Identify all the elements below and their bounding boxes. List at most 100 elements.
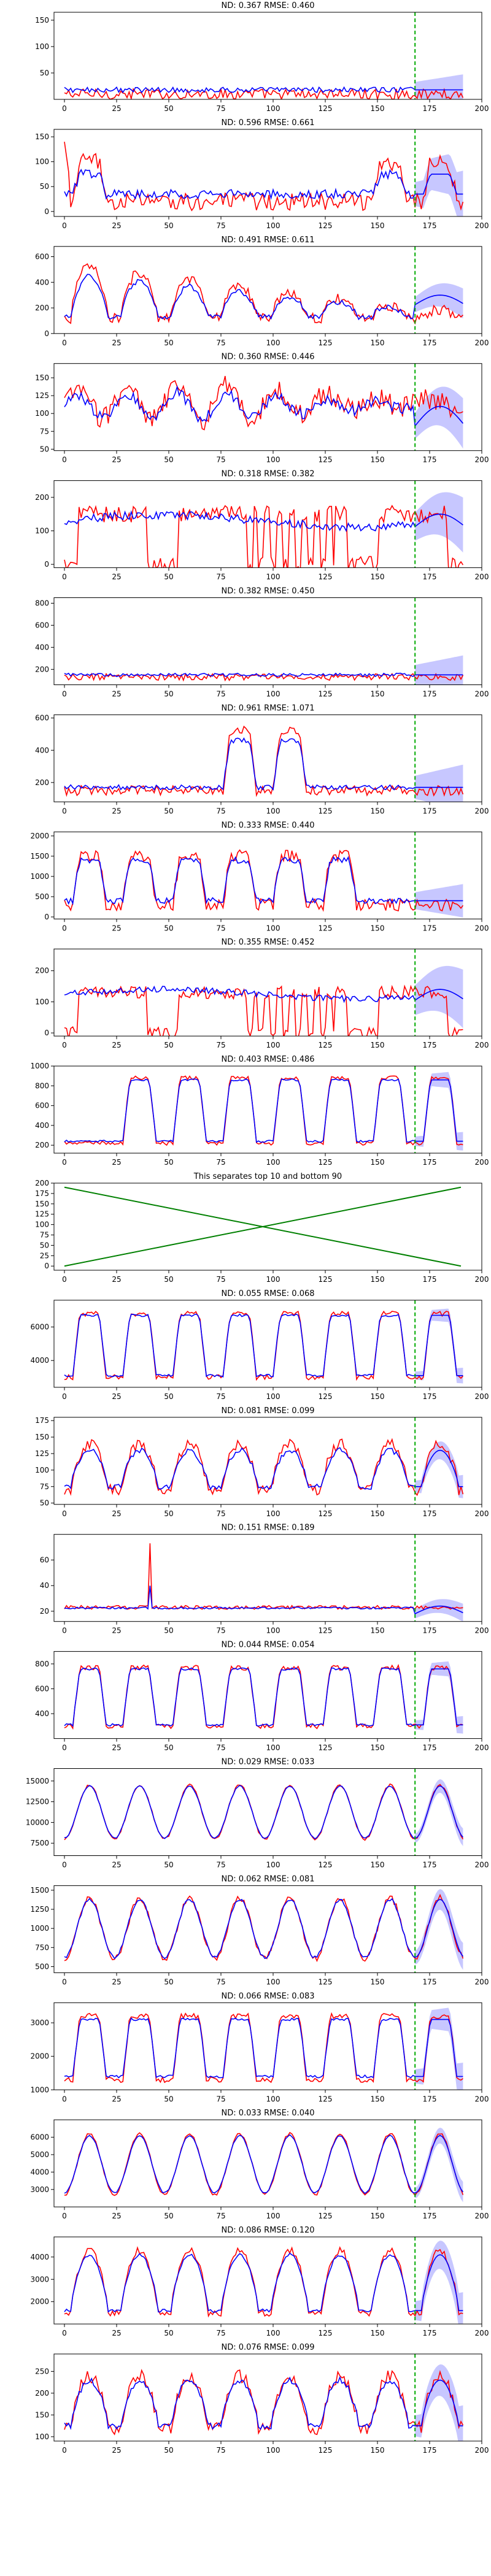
y-tick-label: 150 bbox=[35, 1433, 49, 1441]
x-tick-label: 175 bbox=[423, 221, 437, 230]
x-tick-label: 100 bbox=[266, 690, 280, 699]
x-tick-label: 175 bbox=[423, 2212, 437, 2220]
y-tick-label: 400 bbox=[35, 643, 49, 651]
axes-frame bbox=[53, 1534, 482, 1622]
y-tick-label: 100 bbox=[35, 2432, 49, 2441]
y-tick-label: 150 bbox=[35, 374, 49, 382]
x-tick-label: 0 bbox=[62, 2212, 67, 2220]
x-tick-label: 200 bbox=[475, 690, 489, 699]
x-tick-label: 200 bbox=[475, 1977, 489, 1986]
chart-panel-14: ND: 0.151 RMSE: 0.189 0 25 50 75 100 125 150 175… bbox=[40, 1524, 489, 1635]
x-tick-label: 0 bbox=[62, 104, 67, 113]
x-tick-label: 50 bbox=[164, 2095, 173, 2103]
x-tick-label: 50 bbox=[164, 104, 173, 113]
actual-line bbox=[64, 1783, 464, 1841]
y-tick-label: 500 bbox=[35, 892, 49, 901]
y-tick-label: 0 bbox=[44, 560, 49, 569]
x-tick-label: 25 bbox=[112, 1158, 121, 1167]
axes-frame bbox=[53, 831, 482, 919]
x-tick-label: 25 bbox=[112, 1275, 121, 1284]
predicted-line bbox=[64, 274, 463, 321]
x-tick-label: 125 bbox=[319, 1158, 333, 1167]
chart-panel-12: ND: 0.055 RMSE: 0.068 0 25 50 75 100 125 150 175… bbox=[30, 1289, 489, 1401]
x-tick-label: 100 bbox=[266, 807, 280, 815]
plot-area bbox=[64, 2003, 463, 2090]
x-tick-label: 75 bbox=[216, 1392, 225, 1401]
x-tick-label: 0 bbox=[62, 573, 67, 581]
x-tick-label: 125 bbox=[319, 1861, 333, 1869]
x-tick-label: 0 bbox=[62, 807, 67, 815]
x-tick-label: 25 bbox=[112, 807, 121, 815]
x-tick-label: 200 bbox=[475, 1509, 489, 1518]
x-tick-label: 175 bbox=[423, 456, 437, 464]
x-tick-label: 200 bbox=[475, 339, 489, 347]
x-tick-label: 100 bbox=[266, 1275, 280, 1284]
y-tick-label: 0 bbox=[44, 913, 49, 921]
chart-title: ND: 0.596 RMSE: 0.661 bbox=[221, 118, 314, 128]
y-tick-label: 1250 bbox=[30, 1905, 49, 1914]
x-tick-label: 25 bbox=[112, 456, 121, 464]
x-tick-label: 75 bbox=[216, 1509, 225, 1518]
plot-area bbox=[64, 597, 464, 685]
x-tick-label: 25 bbox=[112, 573, 121, 581]
x-tick-label: 125 bbox=[319, 456, 333, 464]
axes-frame bbox=[53, 2236, 482, 2325]
actual-line bbox=[64, 1893, 464, 1963]
x-tick-label: 50 bbox=[164, 1392, 173, 1401]
x-tick-label: 125 bbox=[319, 339, 333, 347]
y-tick-label: 50 bbox=[40, 445, 49, 453]
x-tick-label: 100 bbox=[266, 221, 280, 230]
x-tick-label: 25 bbox=[112, 2446, 121, 2455]
x-tick-label: 200 bbox=[475, 456, 489, 464]
y-tick-label: 500 bbox=[35, 1962, 49, 1971]
actual-line bbox=[64, 1075, 463, 1146]
plot-area bbox=[64, 2237, 463, 2325]
x-tick-label: 125 bbox=[319, 690, 333, 699]
x-tick-label: 0 bbox=[62, 1627, 67, 1635]
x-tick-label: 125 bbox=[319, 1509, 333, 1518]
x-tick-label: 200 bbox=[475, 573, 489, 581]
x-tick-label: 75 bbox=[216, 2329, 225, 2337]
chart-panel-10: ND: 0.403 RMSE: 0.486 0 25 50 75 100 125 150 175… bbox=[30, 1055, 489, 1167]
actual-line bbox=[64, 849, 464, 912]
x-tick-label: 0 bbox=[62, 2329, 67, 2337]
x-tick-label: 175 bbox=[423, 807, 437, 815]
axes-frame bbox=[53, 1885, 482, 1973]
y-tick-label: 400 bbox=[35, 278, 49, 286]
chart-panel-9: ND: 0.355 RMSE: 0.452 0 25 50 75 100 125 150 175… bbox=[35, 938, 489, 1049]
x-tick-label: 75 bbox=[216, 1627, 225, 1635]
y-tick-label: 75 bbox=[40, 427, 49, 435]
actual-line bbox=[64, 142, 464, 212]
chart-title: ND: 0.081 RMSE: 0.099 bbox=[221, 1406, 314, 1416]
actual-line bbox=[64, 1543, 463, 1611]
axes-frame bbox=[53, 1651, 482, 1739]
x-tick-label: 175 bbox=[423, 924, 437, 932]
y-tick-label: 200 bbox=[35, 493, 49, 502]
prediction-interval bbox=[415, 74, 463, 99]
y-tick-label: 800 bbox=[35, 599, 49, 607]
x-tick-label: 200 bbox=[475, 221, 489, 230]
axes-frame bbox=[53, 1183, 482, 1271]
plot-area bbox=[64, 949, 463, 1037]
chart-title: ND: 0.033 RMSE: 0.040 bbox=[221, 2109, 314, 2118]
axes-frame bbox=[53, 2353, 482, 2442]
x-tick-label: 50 bbox=[164, 2446, 173, 2455]
plot-area bbox=[64, 1885, 464, 1973]
y-tick-label: 400 bbox=[35, 746, 49, 754]
x-tick-label: 75 bbox=[216, 339, 225, 347]
x-tick-label: 100 bbox=[266, 1977, 280, 1986]
x-tick-label: 200 bbox=[475, 2095, 489, 2103]
predicted-line bbox=[64, 737, 463, 791]
x-tick-label: 150 bbox=[371, 2095, 385, 2103]
x-tick-label: 100 bbox=[266, 1861, 280, 1869]
y-tick-label: 5000 bbox=[30, 2150, 49, 2159]
x-tick-label: 25 bbox=[112, 1041, 121, 1049]
y-tick-label: 125 bbox=[35, 391, 49, 400]
chart-panel-6: ND: 0.382 RMSE: 0.450 0 25 50 75 100 125 150 175… bbox=[35, 587, 489, 699]
predicted-line bbox=[64, 856, 463, 906]
x-tick-label: 0 bbox=[62, 1977, 67, 1986]
chart-title: ND: 0.151 RMSE: 0.189 bbox=[221, 1524, 314, 1533]
chart-title: This separates top 10 and bottom 90 bbox=[193, 1172, 342, 1181]
y-tick-label: 600 bbox=[35, 1684, 49, 1693]
